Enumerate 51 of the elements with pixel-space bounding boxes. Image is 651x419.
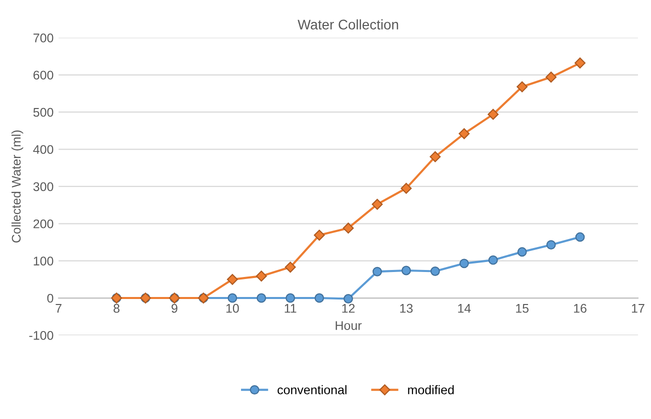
legend-label: modified xyxy=(408,385,454,394)
y-tick-label: -100 xyxy=(29,331,54,340)
point xyxy=(402,266,411,276)
point xyxy=(488,108,499,120)
y-tick-label: 500 xyxy=(33,108,54,117)
y-tick-label: 200 xyxy=(34,219,54,228)
point xyxy=(342,222,354,234)
point xyxy=(314,230,325,241)
point xyxy=(284,262,296,273)
y-tick-label: 300 xyxy=(33,182,54,192)
point xyxy=(372,266,382,276)
point xyxy=(516,81,528,92)
point xyxy=(546,240,556,250)
x-tick-label: 9 xyxy=(172,304,178,313)
point xyxy=(226,274,238,285)
x-tick-label: 8 xyxy=(114,304,120,313)
legend-label: conventional xyxy=(278,385,346,394)
x-tick-label: 10 xyxy=(226,304,239,313)
x-tick-label: 7 xyxy=(56,304,62,313)
point xyxy=(314,293,324,303)
y-tick-label: 700 xyxy=(34,34,54,42)
point xyxy=(400,182,412,194)
point xyxy=(228,293,238,303)
y-tick-label: 100 xyxy=(34,256,54,266)
point xyxy=(256,270,267,282)
point xyxy=(574,58,586,68)
point xyxy=(256,293,266,303)
x-tick-label: 16 xyxy=(574,304,586,313)
chart-title: Water Collection xyxy=(298,19,398,30)
x-tick-label: 14 xyxy=(458,304,471,313)
x-axis-title: Hour xyxy=(336,321,362,330)
y-axis-title: Collected Water (ml) xyxy=(12,130,24,243)
y-tick-label: 600 xyxy=(34,70,54,80)
point xyxy=(430,266,440,276)
point xyxy=(286,293,296,303)
point xyxy=(459,258,469,268)
point xyxy=(546,72,557,83)
x-tick-label: 11 xyxy=(284,304,296,313)
point xyxy=(458,128,470,140)
point xyxy=(344,294,354,304)
point xyxy=(488,255,498,265)
x-tick-label: 17 xyxy=(632,304,644,313)
point xyxy=(372,198,383,210)
point xyxy=(517,247,527,257)
x-tick-label: 13 xyxy=(400,304,413,313)
x-tick-label: 12 xyxy=(342,304,355,313)
y-tick-label: 0 xyxy=(47,294,54,303)
point xyxy=(575,232,585,242)
x-tick-label: 15 xyxy=(516,304,529,313)
point xyxy=(430,151,441,162)
y-tick-label: 400 xyxy=(33,145,54,154)
